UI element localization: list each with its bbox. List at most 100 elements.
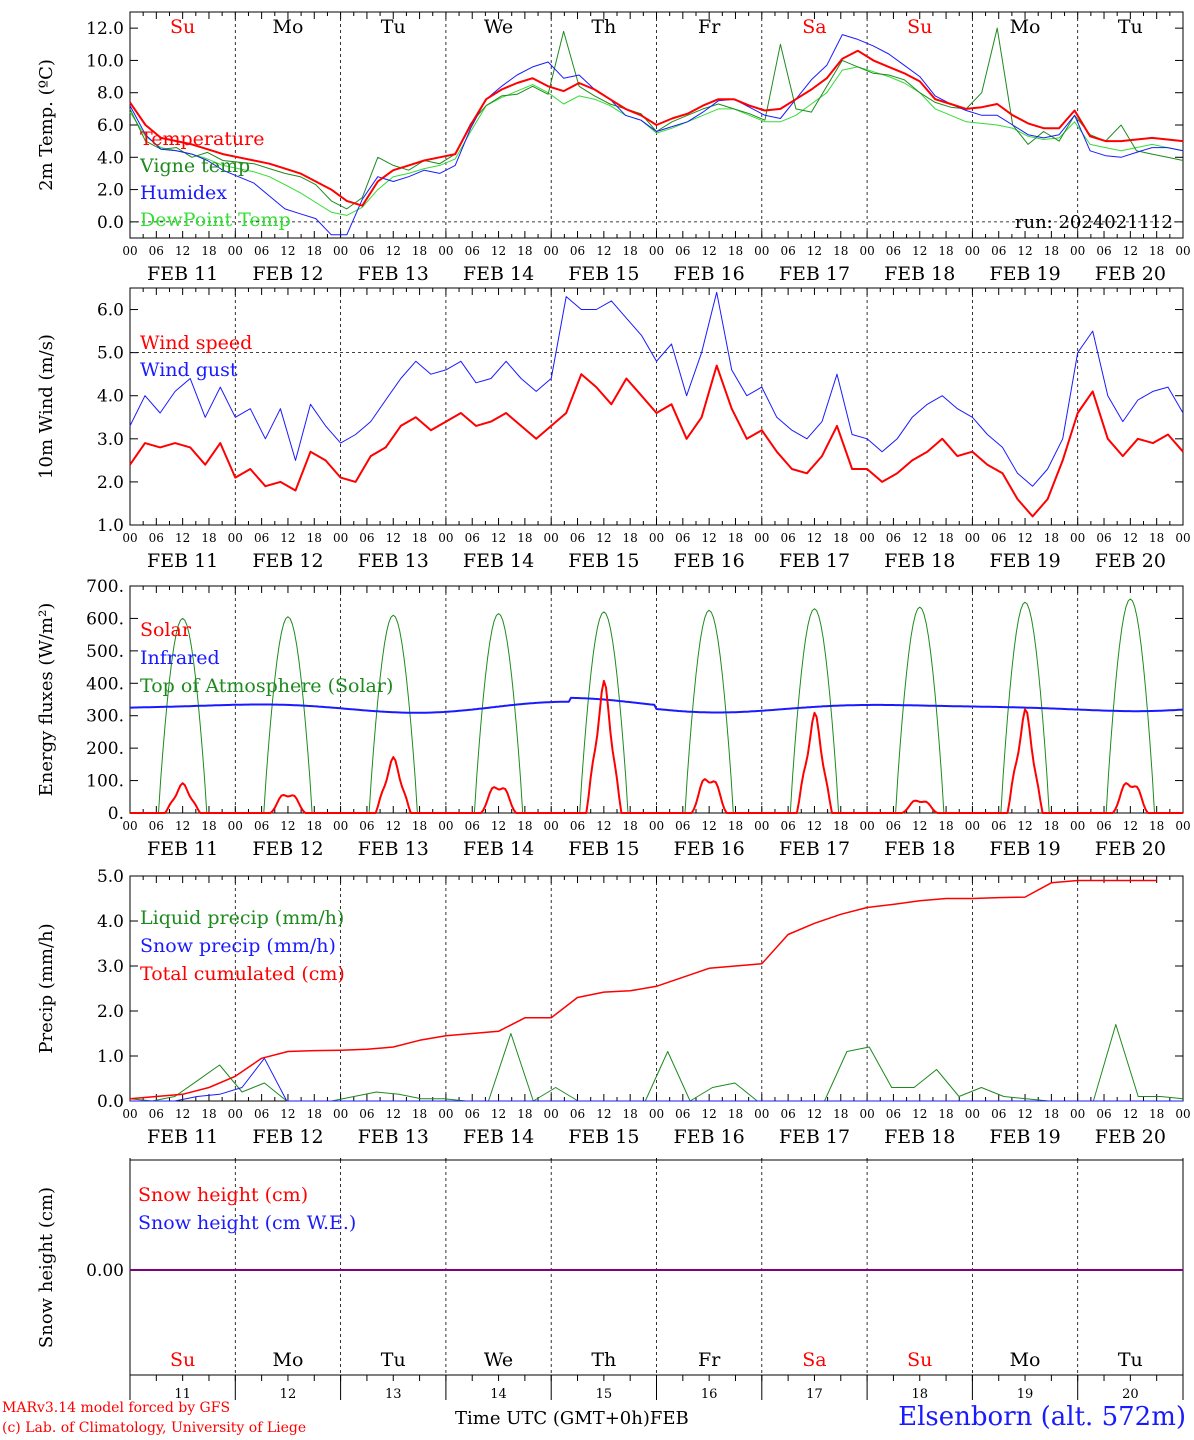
hour-tick-label: 06 — [991, 1107, 1006, 1121]
day-number-label: 18 — [911, 1387, 928, 1400]
hour-tick-label: 00 — [438, 531, 453, 545]
hour-tick-label: 12 — [1123, 244, 1138, 258]
day-label: FEB 14 — [463, 550, 534, 572]
day-label: FEB 13 — [358, 838, 429, 860]
hour-tick-label: 06 — [1096, 819, 1111, 833]
hour-tick-label: 00 — [1070, 531, 1085, 545]
legend-entry: Wind speed — [140, 332, 252, 354]
hour-tick-label: 12 — [386, 244, 401, 258]
hour-tick-label: 00 — [333, 244, 348, 258]
hour-tick-label: 12 — [702, 1107, 717, 1121]
day-number-label: 19 — [1017, 1387, 1034, 1400]
infrared-line — [130, 696, 1184, 714]
hour-tick-label: 12 — [702, 244, 717, 258]
hour-tick-label: 06 — [465, 819, 480, 833]
y-tick-label: 5.0 — [97, 867, 124, 887]
legend-entry: Total cumulated (cm) — [140, 963, 345, 985]
hour-tick-label: 00 — [649, 531, 664, 545]
hour-tick-label: 12 — [280, 1107, 295, 1121]
y-axis-label: 2m Temp. (ºC) — [36, 59, 57, 191]
hour-tick-label: 00 — [228, 1107, 243, 1121]
legend-entry: Vigne temp — [139, 155, 250, 177]
hour-tick-label: 00 — [544, 244, 559, 258]
panel-temp — [129, 11, 1184, 239]
hour-tick-label: 00 — [1070, 1107, 1085, 1121]
plot-frame — [129, 287, 1184, 526]
y-tick-label: 3.0 — [97, 957, 124, 977]
hour-tick-label: 06 — [570, 531, 585, 545]
weekday-label: Su — [170, 1349, 195, 1371]
hour-tick-label: 00 — [228, 531, 243, 545]
hour-tick-label: 00 — [333, 1107, 348, 1121]
hour-tick-label: 06 — [675, 1107, 690, 1121]
legend-entry: Top of Atmosphere (Solar) — [140, 675, 393, 697]
hour-tick-label: 18 — [517, 531, 532, 545]
hour-tick-label: 06 — [254, 819, 269, 833]
hour-tick-label: 06 — [359, 531, 374, 545]
hour-tick-label: 18 — [1149, 244, 1164, 258]
day-label: FEB 19 — [989, 550, 1060, 572]
y-tick-label: 100. — [86, 772, 124, 792]
hour-tick-label: 18 — [938, 531, 953, 545]
hour-tick-label: 00 — [544, 1107, 559, 1121]
hour-tick-label: 18 — [623, 531, 638, 545]
day-label: FEB 11 — [147, 838, 218, 860]
hour-tick-label: 12 — [491, 1107, 506, 1121]
wind-series-line — [129, 364, 1184, 518]
day-label: FEB 17 — [779, 263, 850, 285]
hour-tick-label: 00 — [965, 244, 980, 258]
hour-tick-label: 00 — [754, 244, 769, 258]
hour-tick-label: 18 — [412, 531, 427, 545]
hour-tick-label: 06 — [991, 244, 1006, 258]
hour-tick-label: 12 — [807, 531, 822, 545]
hour-tick-label: 06 — [359, 244, 374, 258]
hour-tick-label: 18 — [728, 531, 743, 545]
day-label: FEB 13 — [358, 550, 429, 572]
y-tick-label: 600. — [86, 609, 124, 629]
y-tick-label: 3.0 — [97, 430, 124, 450]
day-label: FEB 15 — [568, 838, 639, 860]
temp-series-line — [129, 66, 1184, 216]
legend-entry: Snow height (cm) — [138, 1184, 308, 1206]
hour-tick-label: 18 — [412, 1107, 427, 1121]
legend-entry: DewPoint Temp — [140, 209, 291, 231]
hour-tick-label: 12 — [807, 1107, 822, 1121]
legend-entry: Humidex — [140, 182, 227, 204]
day-label: FEB 13 — [358, 1126, 429, 1148]
hour-tick-label: 18 — [517, 819, 532, 833]
hour-tick-label: 18 — [201, 819, 216, 833]
hour-tick-label: 18 — [307, 1107, 322, 1121]
meteogram-svg: 00 06 12 18 00 06 12 18 00 06 12 18 00 06 12 18 00 06 12 18… — [36, 11, 1191, 1405]
y-tick-label: 10.0 — [86, 51, 124, 71]
legend-entry: Liquid precip (mm/h) — [140, 907, 344, 929]
day-label: FEB 18 — [884, 263, 955, 285]
weekday-label: Th — [591, 16, 616, 38]
hour-tick-label: 12 — [491, 819, 506, 833]
hour-tick-label: 18 — [1044, 244, 1059, 258]
hour-tick-label: 18 — [201, 531, 216, 545]
hour-tick-label: 00 — [1175, 1107, 1190, 1121]
y-tick-label: 4.0 — [97, 912, 124, 932]
hour-tick-label: 18 — [833, 531, 848, 545]
y-axis-label: Energy fluxes (W/m²) — [36, 603, 57, 797]
y-tick-label: 6.0 — [97, 116, 124, 136]
model-credit: MARv3.14 model forced by GFS — [2, 1400, 231, 1416]
hour-tick-label: 00 — [333, 531, 348, 545]
hour-tick-label: 12 — [1017, 531, 1032, 545]
hour-tick-label: 00 — [1175, 531, 1190, 545]
weekday-label: Fr — [698, 16, 721, 38]
hour-tick-label: 18 — [938, 819, 953, 833]
weekday-label: Sa — [802, 1349, 826, 1371]
hour-tick-label: 00 — [438, 819, 453, 833]
y-tick-label: 12.0 — [86, 19, 124, 39]
hour-tick-label: 00 — [1070, 244, 1085, 258]
hour-tick-label: 12 — [175, 531, 190, 545]
hour-tick-label: 12 — [1017, 1107, 1032, 1121]
y-tick-label: 0. — [108, 804, 124, 824]
y-tick-label: 400. — [86, 674, 124, 694]
weekday-label: We — [484, 16, 513, 38]
day-number-label: 20 — [1122, 1387, 1139, 1400]
hour-tick-label: 18 — [1044, 819, 1059, 833]
hour-tick-label: 12 — [596, 531, 611, 545]
